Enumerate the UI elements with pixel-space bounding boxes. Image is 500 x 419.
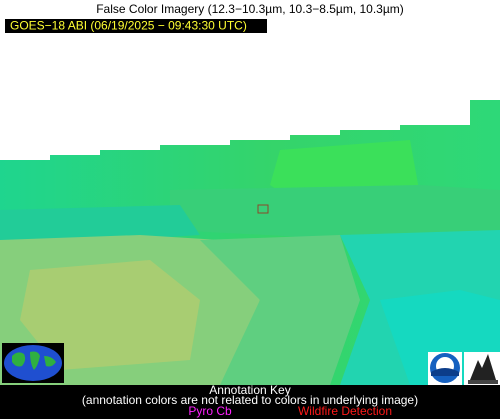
imagery-patch — [200, 235, 360, 385]
noaa-logo — [428, 352, 462, 385]
wildfire-label: Wildfire Detection — [298, 404, 392, 418]
globe-logo — [2, 343, 64, 383]
annotation-bar — [0, 385, 500, 419]
label-box — [5, 19, 267, 33]
satellite-label: GOES−18 ABI (06/19/2025 − 09:43:30 UTC) — [10, 19, 247, 33]
satellite-image — [0, 0, 500, 385]
annotation-note: (annotation colors are not related to co… — [82, 393, 418, 407]
title: False Color Imagery (12.3−10.3µm, 10.3−8… — [96, 2, 404, 16]
imagery-patch — [0, 205, 200, 245]
annotation-title: Annotation Key — [209, 383, 290, 397]
detection-box — [257, 204, 269, 214]
imagery-patch — [170, 185, 500, 240]
imagery-patch — [20, 260, 200, 370]
pyro-cb-label: Pyro Cb — [188, 404, 232, 418]
no-data-area — [0, 0, 500, 160]
cimss-logo — [464, 352, 500, 385]
